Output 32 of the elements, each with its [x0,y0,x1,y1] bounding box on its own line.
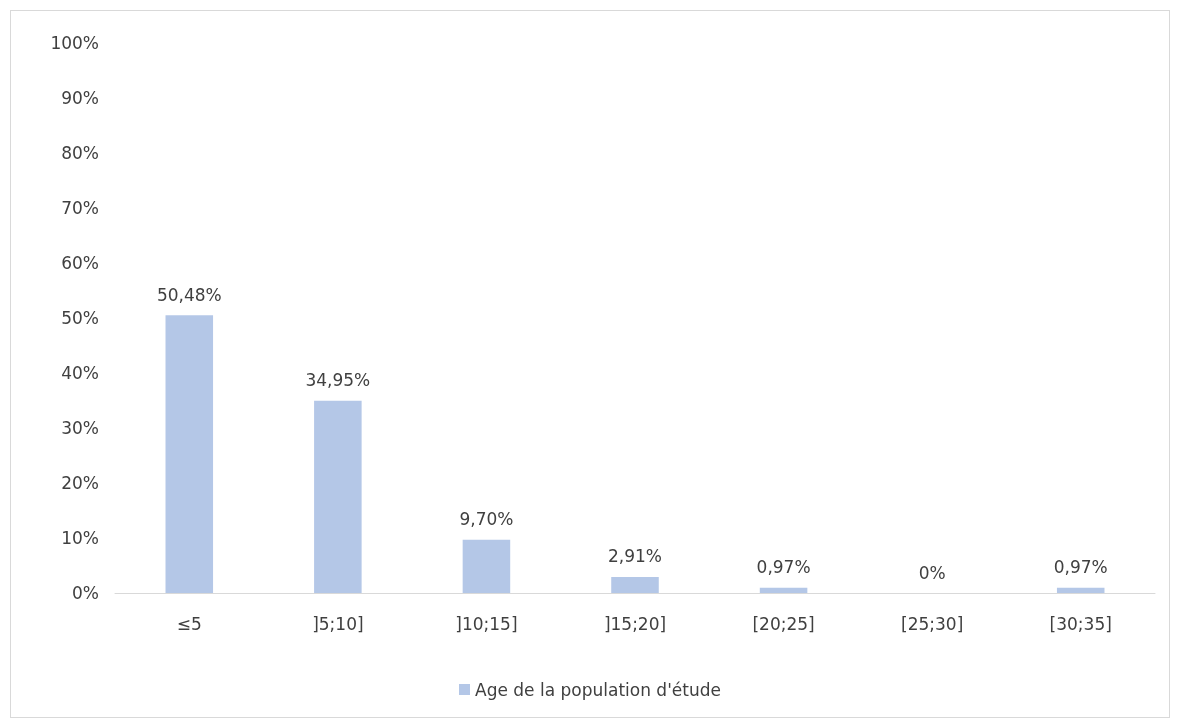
y-tick-label: 80% [61,143,99,163]
data-label: 0,97% [756,557,811,578]
y-tick-label: 20% [61,473,99,493]
bar [165,315,214,593]
y-tick-label: 70% [61,198,99,218]
x-tick-label: ]10;15] [455,613,518,634]
data-label: 0% [918,562,946,583]
x-tick-label: ]15;20] [603,613,667,634]
bar [462,539,511,593]
data-label: 2,91% [607,546,663,567]
y-tick-label: 30% [61,418,99,438]
y-tick-label: 10% [61,528,99,548]
data-label: 50,48% [156,284,222,305]
y-tick-label: 50% [61,308,99,328]
y-tick-label: 40% [61,363,99,383]
data-label: 9,70% [459,509,514,530]
y-tick-label: 0% [72,583,99,603]
y-tick-label: 100% [50,33,99,53]
x-tick-label: [30;35] [1049,613,1112,634]
data-label: 34,95% [305,370,371,391]
legend-label: Age de la population d'étude [475,679,721,700]
x-tick-label: [20;25] [752,613,815,634]
bar [1056,587,1105,593]
x-tick-label: ≤5 [176,613,202,634]
x-tick-label: ]5;10] [312,613,364,634]
bar [759,587,808,593]
bar [314,400,362,593]
y-tick-label: 90% [61,88,99,108]
x-tick-label: [25;30] [901,613,964,634]
bar [611,577,659,593]
y-tick-label: 60% [61,253,99,273]
data-label: 0,97% [1053,557,1108,578]
